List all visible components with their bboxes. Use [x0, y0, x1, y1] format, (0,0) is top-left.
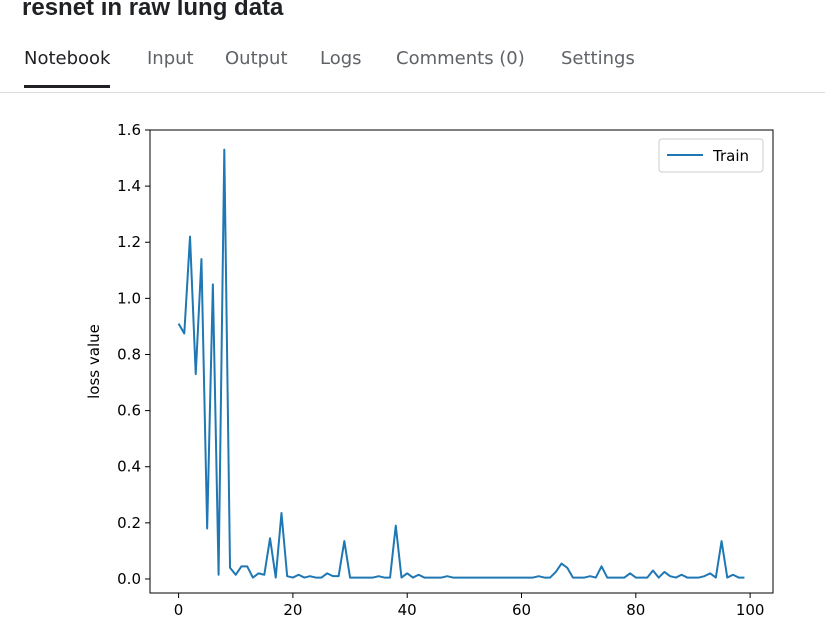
- chart-legend: Train: [658, 138, 764, 173]
- tab-comments[interactable]: Comments (0): [396, 48, 525, 69]
- tab-logs[interactable]: Logs: [320, 48, 362, 69]
- x-tick-label: 60: [512, 601, 531, 619]
- x-tick-label: 80: [626, 601, 645, 619]
- chart-series-group: [177, 148, 745, 579]
- page-title: resnet in raw lung data: [22, 0, 284, 21]
- legend-label: Train: [712, 147, 749, 165]
- tab-output[interactable]: Output: [225, 48, 288, 69]
- loss-chart: 0 20 40 60 80 100 0.0 0.2 0.4 0.6 0.8 1.0 1.2 1.4 1.6 l…: [85, 121, 774, 619]
- y-tick-label: 0.8: [117, 345, 141, 363]
- series-line-train: [177, 148, 745, 579]
- y-tick-label: 0.6: [117, 402, 141, 420]
- output-chart-container: 0 20 40 60 80 100 0.0 0.2 0.4 0.6 0.8 1.0 1.2 1.4 1.6 l…: [0, 93, 825, 628]
- tab-bar: Notebook Input Output Logs Comments (0) …: [0, 36, 825, 93]
- y-tick-label: 1.0: [117, 289, 141, 307]
- chart-axes: 0 20 40 60 80 100 0.0 0.2 0.4 0.6 0.8 1.0 1.2 1.4 1.6 l…: [85, 121, 774, 619]
- plot-frame: [149, 129, 774, 594]
- y-tick-label: 1.2: [117, 233, 141, 251]
- y-tick-label: 0.2: [117, 514, 141, 532]
- tab-notebook[interactable]: Notebook: [24, 48, 111, 88]
- legend-box: [658, 138, 764, 173]
- tab-input[interactable]: Input: [147, 48, 194, 69]
- x-tick-label: 100: [736, 601, 765, 619]
- y-tick-label: 1.6: [117, 121, 141, 139]
- x-tick-label: 0: [174, 601, 184, 619]
- x-tick-label: 40: [398, 601, 417, 619]
- tab-settings[interactable]: Settings: [561, 48, 635, 69]
- y-tick-label: 0.0: [117, 570, 141, 588]
- x-tick-label: 20: [283, 601, 302, 619]
- y-tick-label: 1.4: [117, 177, 141, 195]
- y-tick-label: 0.4: [117, 458, 141, 476]
- y-axis-label: loss value: [85, 324, 103, 399]
